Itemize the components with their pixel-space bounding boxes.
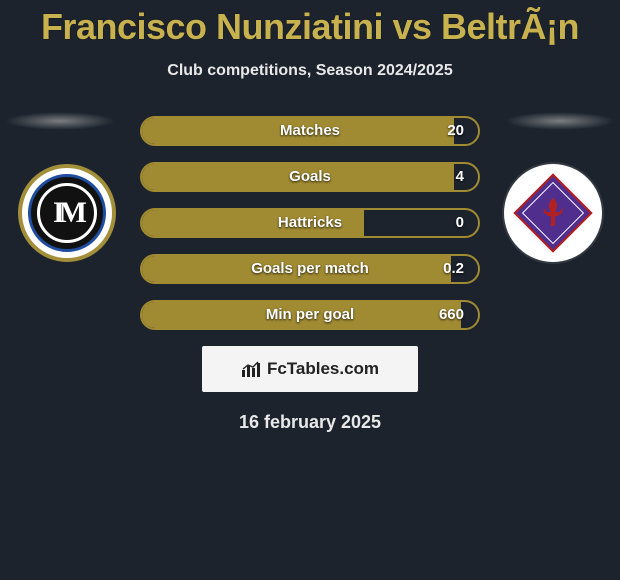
stat-value: 20	[447, 118, 464, 144]
stat-label: Matches	[142, 118, 478, 144]
badge-shadow-right	[505, 112, 615, 130]
stat-label: Hattricks	[142, 210, 478, 236]
stat-value: 0.2	[443, 256, 464, 282]
stat-bar: Goals per match 0.2	[140, 254, 480, 284]
stat-value: 4	[456, 164, 464, 190]
stat-label: Min per goal	[142, 302, 478, 328]
stat-label: Goals per match	[142, 256, 478, 282]
brand-label: FcTables.com	[267, 359, 379, 379]
stat-value: 660	[439, 302, 464, 328]
stat-bar: Hattricks 0	[140, 208, 480, 238]
brand-box: FcTables.com	[202, 346, 418, 392]
stat-bar: Goals 4	[140, 162, 480, 192]
team-badge-right	[504, 164, 602, 262]
stat-bar: Matches 20	[140, 116, 480, 146]
fiorentina-logo-icon	[513, 173, 592, 252]
stat-bar: Min per goal 660	[140, 300, 480, 330]
stat-label: Goals	[142, 164, 478, 190]
badge-shadow-left	[5, 112, 115, 130]
stats-bars: Matches 20 Goals 4 Hattricks 0 Goals per…	[140, 116, 480, 330]
team-badge-left	[18, 164, 116, 262]
inter-logo-icon	[28, 174, 106, 252]
date-label: 16 february 2025	[0, 412, 620, 433]
comparison-panel: Matches 20 Goals 4 Hattricks 0 Goals per…	[0, 116, 620, 433]
stat-value: 0	[456, 210, 464, 236]
subtitle: Club competitions, Season 2024/2025	[0, 62, 620, 80]
bar-chart-icon	[241, 360, 263, 378]
page-title: Francisco Nunziatini vs BeltrÃ¡n	[0, 0, 620, 48]
